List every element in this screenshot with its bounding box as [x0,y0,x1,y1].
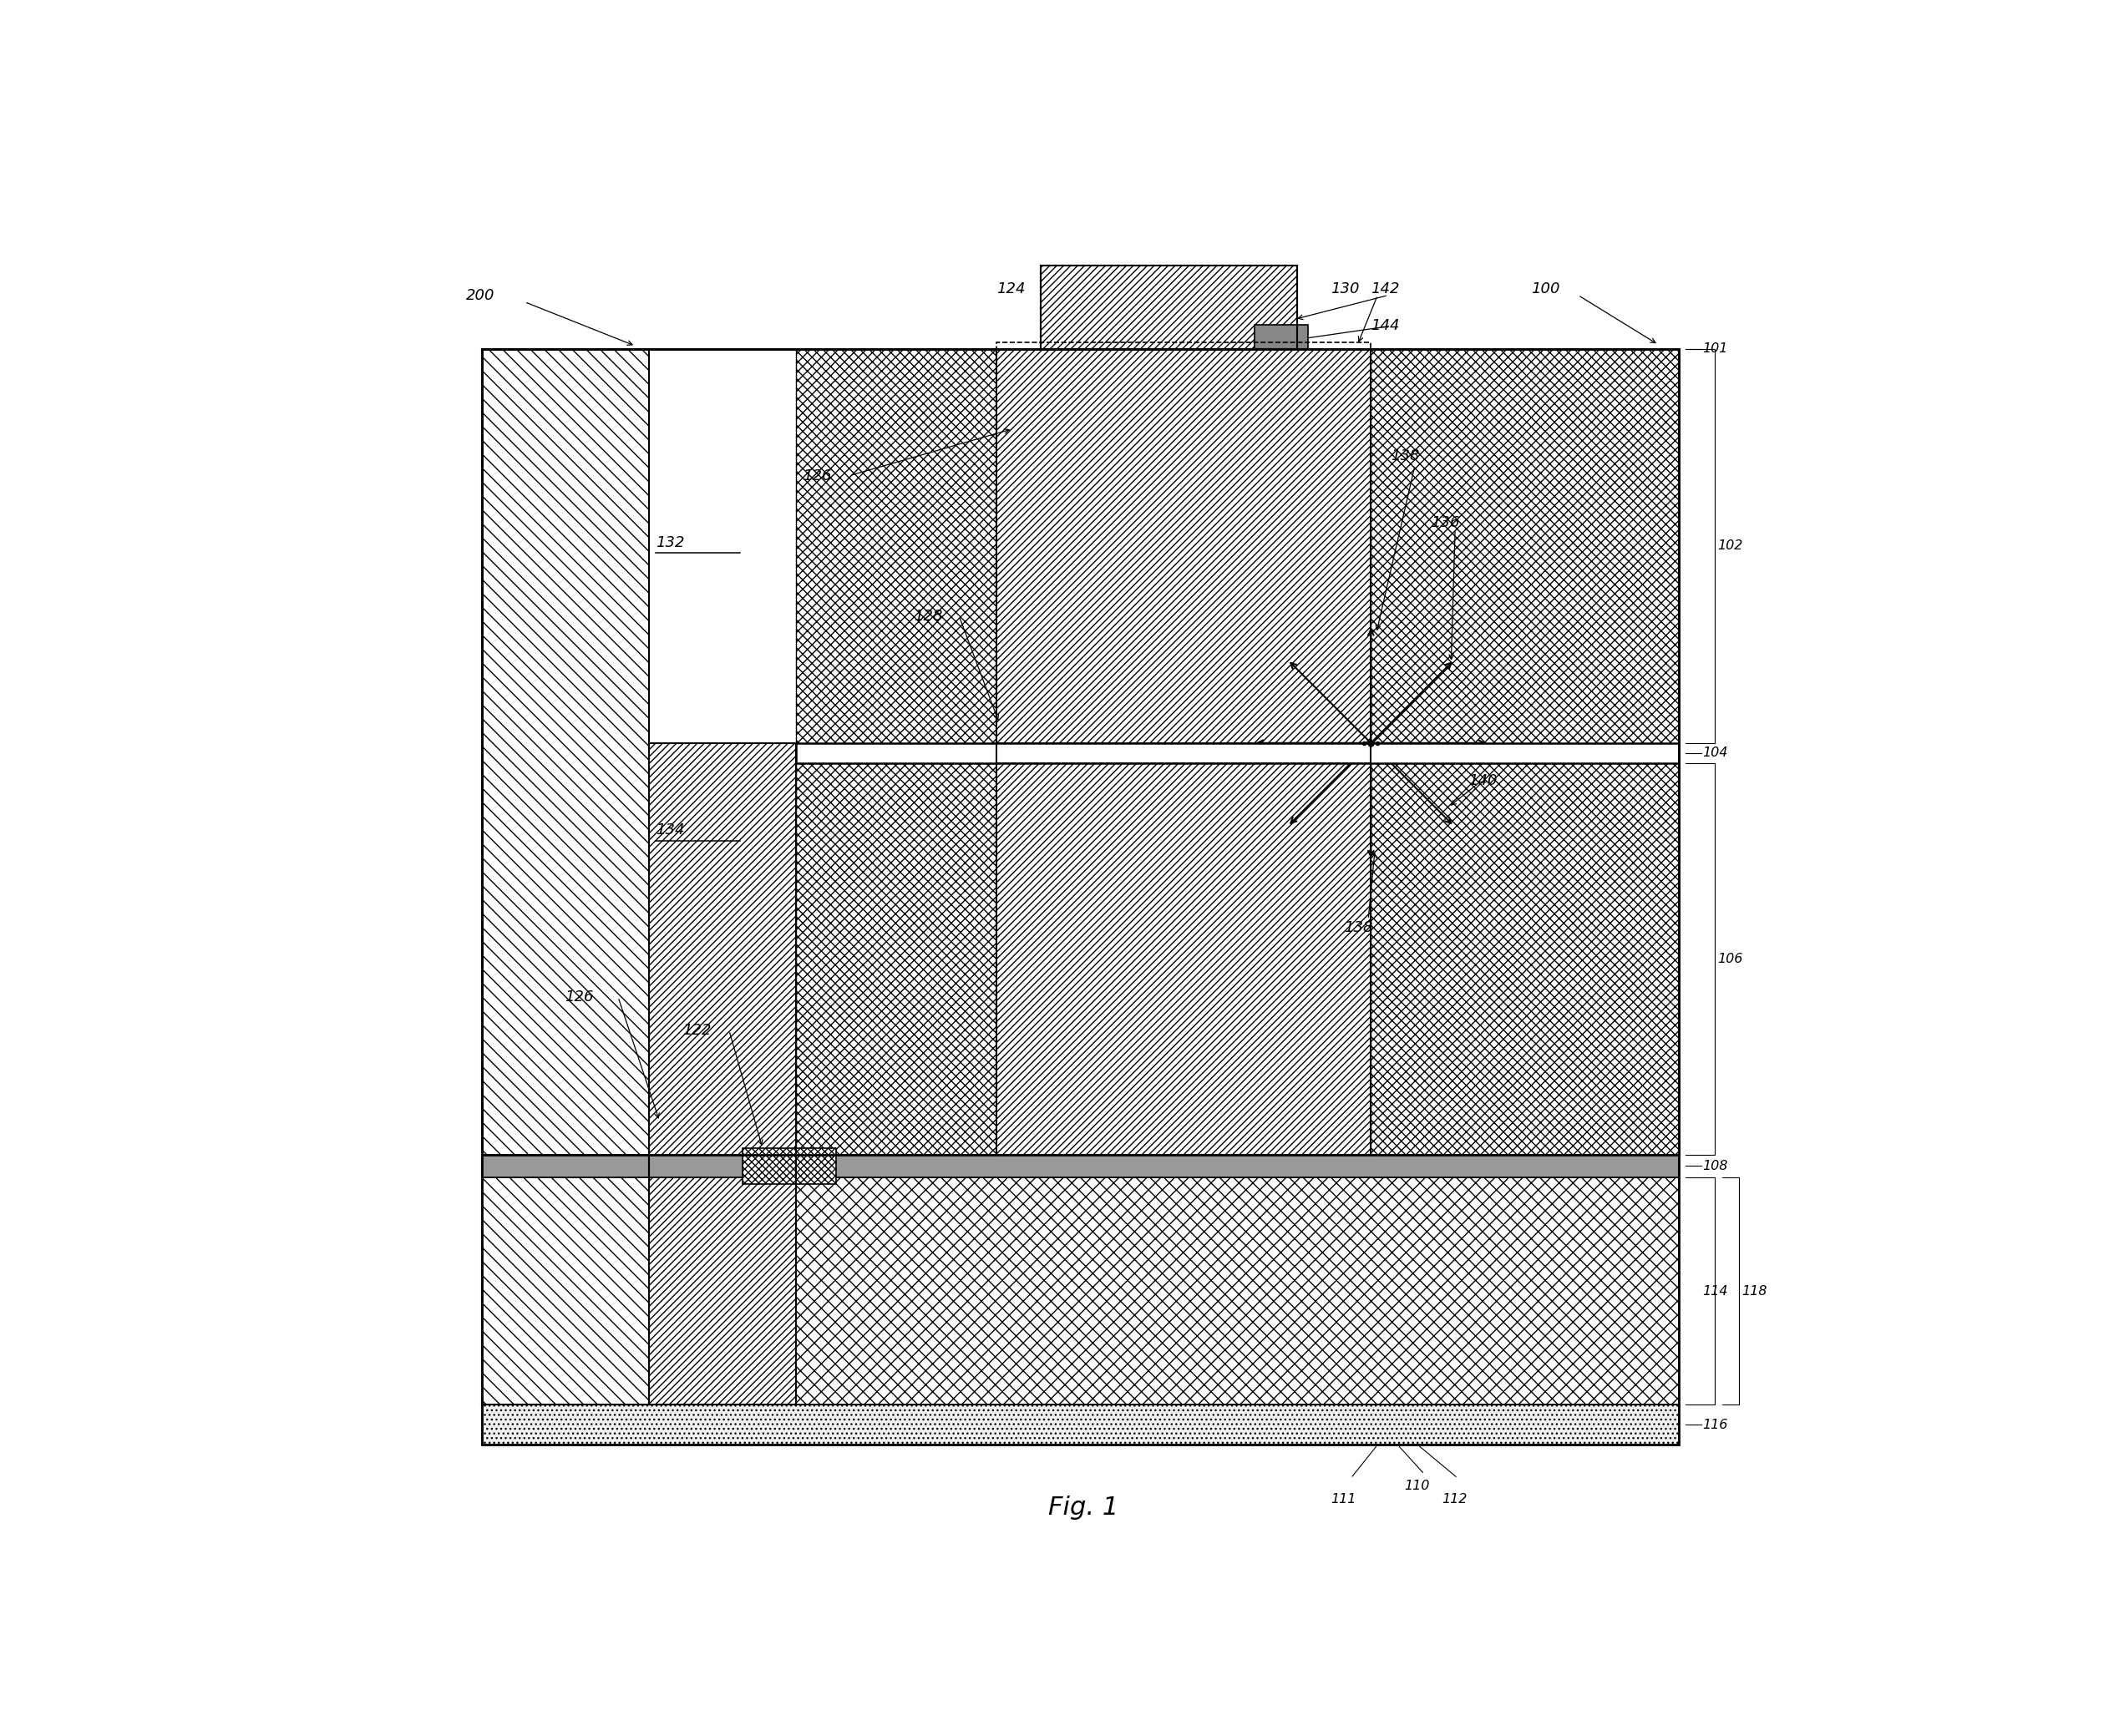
Text: 136: 136 [1431,516,1461,529]
Text: 138: 138 [1391,448,1421,464]
Text: 138: 138 [1345,920,1372,936]
Text: 134: 134 [655,823,685,837]
Text: 114: 114 [1702,1285,1727,1297]
Bar [649,743,797,1404]
Text: 142: 142 [1370,281,1399,297]
Text: 128: 128 [913,609,943,623]
Text: 106: 106 [1717,953,1742,965]
Text: 108: 108 [1702,1160,1727,1172]
Bar [482,1404,1679,1444]
Text: 118: 118 [1742,1285,1767,1297]
Bar [797,743,1679,764]
Bar [649,743,797,1404]
Bar [482,1177,1679,1404]
Text: 102: 102 [1717,540,1742,552]
Bar [482,1154,1679,1177]
Text: 101: 101 [1702,342,1727,354]
Text: 140: 140 [1469,773,1497,788]
Bar [996,349,1370,743]
Bar [996,342,1370,764]
Bar [1040,266,1298,349]
Bar [1254,325,1309,349]
Text: 130: 130 [1332,281,1359,297]
Bar [482,349,649,1404]
Text: 132: 132 [655,535,685,550]
Bar [649,743,797,1404]
Text: Fig. 1: Fig. 1 [1049,1495,1118,1519]
Text: 110: 110 [1404,1481,1429,1493]
Bar [797,349,996,1154]
Text: 116: 116 [1702,1418,1727,1430]
Text: 126: 126 [564,990,594,1005]
Bar [482,349,649,1404]
Bar [482,349,1679,1444]
Bar [996,764,1370,1154]
Text: 200: 200 [465,288,495,302]
Text: 122: 122 [683,1023,710,1038]
Text: 104: 104 [1702,746,1727,759]
Text: 124: 124 [996,281,1025,297]
Bar [996,764,1370,1154]
Bar [482,349,649,1404]
Text: 100: 100 [1531,281,1560,297]
Bar [1040,266,1298,349]
Text: 126: 126 [803,469,831,483]
Bar [742,1147,835,1184]
Text: 112: 112 [1442,1493,1467,1505]
Bar [996,349,1370,1154]
Text: 144: 144 [1370,318,1399,333]
Bar [1370,349,1679,1154]
Bar [482,349,1679,1154]
Text: 111: 111 [1332,1493,1357,1505]
